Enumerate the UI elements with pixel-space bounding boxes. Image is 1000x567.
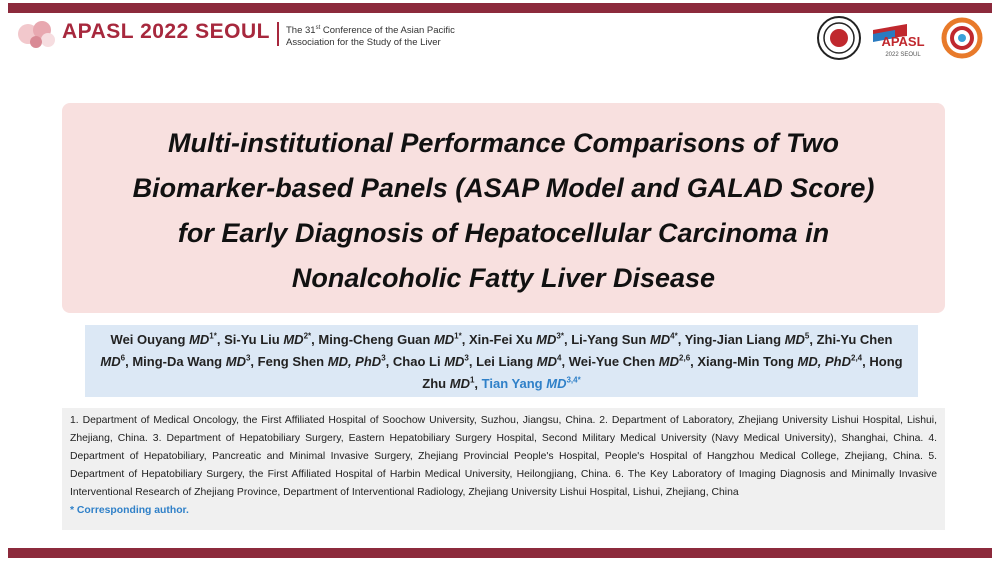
author-degree: MD — [536, 354, 558, 369]
author-degree: MD — [784, 332, 805, 347]
author-sep: , — [461, 332, 466, 347]
author-sep: , — [311, 332, 315, 347]
author: Xin-Fei Xu MD3*, — [469, 332, 568, 347]
author-sep: , — [677, 332, 682, 347]
corresponding-note: * Corresponding author. — [70, 505, 189, 516]
author-affil: 5 — [804, 331, 810, 341]
author-degree: MD — [649, 332, 671, 347]
bottom-bar — [8, 548, 992, 558]
affiliations-box: 1. Department of Medical Oncology, the F… — [62, 408, 945, 530]
author-sep: , — [809, 332, 813, 347]
author-sep: , — [862, 354, 866, 369]
title-box: Multi-institutional Performance Comparis… — [62, 103, 945, 313]
author-sep: , — [563, 332, 568, 347]
author-sep: , — [561, 354, 566, 369]
author-name: Hong Zhu — [422, 354, 903, 391]
author-degree: MD — [283, 332, 304, 347]
author-affil: 2,4 — [851, 353, 863, 363]
author-name: Lei Liang — [476, 354, 534, 369]
author: Chao Li MD3, — [393, 354, 473, 369]
conference-name: APASL 2022 SEOUL — [62, 20, 270, 43]
author-affil: 3,4* — [566, 375, 581, 385]
author-sep: , — [468, 354, 473, 369]
author-degree: MD — [536, 332, 557, 347]
author-name: Chao Li — [392, 354, 441, 369]
authors: Wei Ouyang MD1*, Si-Yu Liu MD2*, Ming-Ch… — [85, 325, 918, 397]
author: Xiang-Min Tong MD, PhD2,4, — [697, 354, 865, 369]
flower-logo — [18, 21, 55, 48]
author: Ying-Jian Liang MD5, — [685, 332, 813, 347]
author-sep: , — [216, 332, 221, 347]
author-name: Feng Shen — [257, 354, 325, 369]
affiliations: 1. Department of Medical Oncology, the F… — [70, 415, 937, 498]
author: Tian Yang MD3,4* — [482, 376, 581, 391]
author-name: Si-Yu Liu — [224, 332, 280, 347]
title-line: Biomarker-based Panels (ASAP Model and G… — [132, 173, 875, 203]
author-sep: , — [385, 354, 390, 369]
partner-logos: APASL 2022 SEOUL — [817, 16, 983, 60]
author-name: Xin-Fei Xu — [468, 332, 533, 347]
author-name: Zhi-Yu Chen — [816, 332, 893, 347]
author-affil: 3 — [381, 353, 386, 363]
author-name: Ming-Da Wang — [132, 354, 223, 369]
author: Si-Yu Liu MD2*, — [224, 332, 315, 347]
divider — [277, 22, 279, 46]
author-degree: MD — [449, 376, 470, 391]
author-affil: 4 — [557, 353, 562, 363]
author-affil: 2,6 — [679, 353, 691, 363]
author-degree: MD — [100, 354, 121, 369]
author-degree: MD — [658, 354, 680, 369]
author: Li-Yang Sun MD4*, — [571, 332, 681, 347]
title-line: Nonalcoholic Fatty Liver Disease — [291, 263, 716, 293]
author-affil: 3 — [245, 353, 251, 363]
author-name: Wei-Yue Chen — [568, 354, 656, 369]
title-line: Multi-institutional Performance Comparis… — [167, 128, 840, 158]
author-degree: MD — [546, 376, 567, 391]
author-degree: MD, PhD — [327, 354, 382, 369]
desc-text: Conference of the Asian Pacific — [320, 25, 455, 37]
author: Wei Ouyang MD1*, — [111, 332, 221, 347]
author: Zhi-Yu Chen MD6, — [100, 332, 892, 369]
author-name: Ming-Cheng Guan — [318, 332, 431, 347]
desc-text: The 31 — [286, 25, 316, 37]
author: Feng Shen MD, PhD3, — [258, 354, 390, 369]
author: Lei Liang MD4, — [476, 354, 565, 369]
author-affil: 1 — [469, 375, 475, 385]
author-sep: , — [250, 354, 255, 369]
logo-sub: 2022 SEOUL — [885, 52, 921, 58]
desc-text: Association for the Study of the Liver — [286, 37, 441, 49]
author: Ming-Cheng Guan MD1*, — [318, 332, 465, 347]
author-degree: MD, PhD — [797, 354, 851, 369]
author-degree: MD — [225, 354, 246, 369]
author-affil: 1* — [454, 331, 462, 341]
title: Multi-institutional Performance Comparis… — [62, 103, 945, 301]
author-name: Li-Yang Sun — [571, 332, 647, 347]
desc-sup: st — [315, 25, 321, 31]
author-degree: MD — [189, 332, 210, 347]
author-sep: , — [690, 354, 694, 369]
author-name: Wei Ouyang — [110, 332, 186, 347]
author-affil: 1* — [209, 331, 217, 341]
conference-desc: The 31st Conference of the Asian Pacific… — [286, 22, 455, 49]
author-name: Xiang-Min Tong — [697, 354, 794, 369]
author-affil: 2* — [303, 331, 312, 341]
logo-name: APASL — [881, 34, 924, 49]
author: Hong Zhu MD1, — [422, 354, 902, 391]
top-bar — [8, 3, 992, 13]
author-degree: MD — [433, 332, 455, 347]
author-affil: 3* — [556, 331, 564, 341]
author-sep: , — [474, 376, 479, 391]
title-line: for Early Diagnosis of Hepatocellular Ca… — [177, 218, 830, 248]
author: Wei-Yue Chen MD2,6, — [569, 354, 694, 369]
author-name: Ying-Jian Liang — [684, 332, 782, 347]
author: Ming-Da Wang MD3, — [132, 354, 254, 369]
author-affil: 4* — [670, 331, 678, 341]
author-degree: MD — [444, 354, 465, 369]
author-name: Tian Yang — [481, 376, 543, 391]
author-affil: 3 — [464, 353, 469, 363]
author-sep: , — [125, 354, 129, 369]
author-affil: 6 — [120, 353, 126, 363]
